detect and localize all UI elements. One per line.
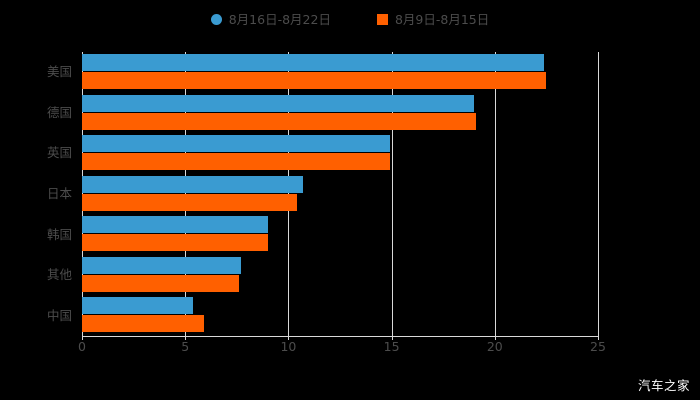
watermark: 汽车之家 bbox=[637, 378, 690, 393]
y-axis-label: 中国 bbox=[46, 307, 72, 323]
bar-group bbox=[82, 52, 598, 93]
bar-series-1[interactable] bbox=[82, 256, 241, 274]
y-axis-label: 德国 bbox=[46, 104, 72, 120]
plot-area bbox=[82, 52, 599, 336]
legend-marker-square-icon bbox=[376, 13, 388, 25]
bar-group bbox=[82, 214, 598, 255]
legend-label-series-1: 8月16日-8月22日 bbox=[228, 11, 331, 27]
legend-marker-circle-icon bbox=[210, 13, 222, 25]
chart-legend: 8月16日-8月22日 8月9日-8月15日 bbox=[0, 9, 700, 29]
y-axis-label: 韩国 bbox=[46, 226, 72, 242]
gridline-15 bbox=[391, 52, 393, 336]
x-tick-label: 20 bbox=[486, 339, 503, 354]
y-axis-label: 其他 bbox=[46, 267, 72, 283]
x-tick-mark bbox=[288, 336, 290, 340]
bar-series-2[interactable] bbox=[82, 153, 390, 171]
bar-series-1[interactable] bbox=[82, 135, 390, 153]
bar-series-1[interactable] bbox=[82, 175, 303, 193]
x-tick-mark bbox=[185, 336, 187, 340]
bar-series-2[interactable] bbox=[82, 315, 204, 333]
x-axis-line bbox=[82, 336, 599, 337]
bar-series-1[interactable] bbox=[82, 94, 475, 112]
legend-item-series-2[interactable]: 8月9日-8月15日 bbox=[376, 9, 490, 29]
x-tick-mark bbox=[391, 336, 393, 340]
legend-item-series-1[interactable]: 8月16日-8月22日 bbox=[210, 9, 331, 29]
gridline-25 bbox=[598, 52, 599, 336]
bar-series-2[interactable] bbox=[82, 234, 268, 252]
gridline-20 bbox=[494, 52, 496, 336]
x-tick-label: 25 bbox=[590, 339, 606, 354]
bar-group bbox=[82, 93, 598, 134]
bar-series-1[interactable] bbox=[82, 297, 194, 315]
x-tick-label: 5 bbox=[181, 339, 190, 354]
bar-group bbox=[82, 174, 598, 215]
bar-group bbox=[82, 295, 598, 336]
x-tick-label: 0 bbox=[78, 339, 86, 354]
bar-series-2[interactable] bbox=[82, 193, 297, 211]
x-tick-mark bbox=[598, 336, 599, 340]
x-tick-label: 10 bbox=[280, 339, 297, 354]
y-axis-label: 英国 bbox=[46, 145, 72, 161]
y-axis-label: 日本 bbox=[46, 186, 72, 201]
bar-series-1[interactable] bbox=[82, 54, 545, 71]
bar-group bbox=[82, 255, 598, 296]
x-tick-label: 15 bbox=[383, 339, 400, 354]
legend-label-series-2: 8月9日-8月15日 bbox=[394, 11, 490, 27]
bar-series-1[interactable] bbox=[82, 216, 268, 234]
bar-group bbox=[82, 133, 598, 174]
x-tick-mark bbox=[494, 336, 496, 340]
x-tick-mark bbox=[82, 336, 83, 340]
bar-series-2[interactable] bbox=[82, 72, 547, 89]
bar-series-2[interactable] bbox=[82, 274, 239, 292]
y-axis-labels: 美国德国英国日本韩国其他中国 bbox=[0, 52, 82, 336]
y-axis-label: 美国 bbox=[46, 64, 72, 80]
bar-series-2[interactable] bbox=[82, 112, 477, 130]
